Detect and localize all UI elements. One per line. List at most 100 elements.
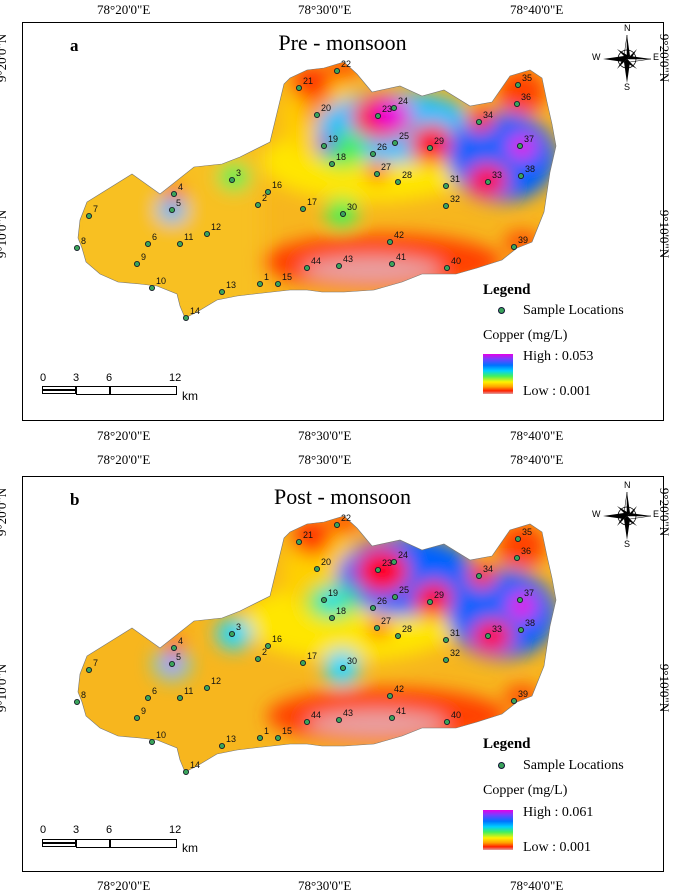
sample-site-marker: [74, 698, 81, 705]
compass-s: S: [624, 82, 631, 92]
map-canvas: 1234567891011121314151617181920212223242…: [74, 513, 557, 775]
legend-high: High : 0.053: [523, 349, 594, 364]
sample-site-label: 7: [93, 658, 98, 668]
coord-top-2: 78°30'0"E: [298, 452, 352, 467]
sample-site-marker: [442, 182, 449, 189]
sample-site-marker: [513, 555, 520, 562]
panel-post-monsoon: 78°20'0"E 78°30'0"E 78°40'0"E: [0, 448, 685, 896]
sample-site-marker: [218, 742, 225, 749]
sample-site-marker: [443, 264, 450, 271]
sample-site-label: 35: [522, 73, 532, 83]
sample-site-marker: [335, 262, 342, 269]
sample-site-label: 26: [377, 596, 387, 606]
coord-top-1: 78°20'0"E: [97, 2, 151, 17]
sample-site-label: 33: [492, 170, 502, 180]
compass-n: N: [624, 480, 631, 490]
sample-site-label: 10: [156, 276, 166, 286]
sample-site-marker: [484, 178, 491, 185]
sample-site-label: 22: [341, 59, 351, 69]
coord-right-2: 9°10'0"N: [657, 663, 673, 713]
sample-site-marker: [145, 240, 152, 247]
sample-site-marker: [176, 694, 183, 701]
sample-site-label: 15: [282, 272, 292, 282]
sample-site-marker: [388, 714, 395, 721]
sample-site-label: 29: [434, 136, 444, 146]
scale-tick-0: 0: [40, 824, 47, 836]
sample-site-marker: [514, 82, 521, 89]
sample-site-marker: [394, 632, 401, 639]
sample-site-marker: [328, 614, 335, 621]
sample-site-label: 5: [176, 198, 181, 208]
sample-site-marker: [182, 314, 189, 321]
legend-variable: Copper (mg/L): [483, 783, 568, 798]
sample-site-marker: [203, 684, 210, 691]
sample-site-label: 1: [264, 272, 269, 282]
sample-location-icon: [498, 307, 505, 314]
sample-site-label: 13: [226, 734, 236, 744]
sample-site-label: 25: [399, 131, 409, 141]
sample-site-marker: [386, 238, 393, 245]
sample-site-label: 40: [451, 710, 461, 720]
compass-n: N: [624, 23, 631, 33]
scale-tick-12: 12: [169, 824, 182, 836]
scale-tick-3: 3: [73, 372, 80, 384]
map-title: Post - monsoon: [274, 484, 411, 509]
sample-site-label: 9: [141, 706, 146, 716]
sample-site-marker: [333, 522, 340, 529]
sample-site-label: 23: [382, 558, 392, 568]
sample-site-marker: [256, 280, 263, 287]
sample-site-marker: [390, 559, 397, 566]
sample-site-marker: [391, 594, 398, 601]
sample-site-marker: [254, 201, 261, 208]
sample-site-marker: [256, 734, 263, 741]
sample-site-marker: [299, 205, 306, 212]
sample-site-label: 42: [394, 684, 404, 694]
sample-site-marker: [475, 573, 482, 580]
sample-site-label: 31: [450, 174, 460, 184]
sample-site-label: 26: [377, 142, 387, 152]
sample-site-marker: [168, 660, 175, 667]
sample-site-marker: [320, 143, 327, 150]
sample-site-marker: [339, 664, 346, 671]
panel-letter: a: [70, 36, 79, 55]
sample-site-label: 7: [93, 204, 98, 214]
sample-site-marker: [369, 150, 376, 157]
sample-site-marker: [149, 738, 156, 745]
sample-site-label: 43: [343, 708, 353, 718]
sample-site-marker: [369, 604, 376, 611]
sample-site-marker: [513, 101, 520, 108]
sample-site-label: 31: [450, 628, 460, 638]
scale-unit: km: [182, 841, 198, 855]
color-ramp: [483, 810, 513, 850]
scale-bar: [42, 386, 177, 396]
sample-site-label: 30: [347, 202, 357, 212]
sample-site-marker: [442, 656, 449, 663]
sample-site-label: 33: [492, 624, 502, 634]
sample-site-marker: [328, 160, 335, 167]
sample-location-icon: [498, 762, 505, 769]
sample-site-marker: [313, 112, 320, 119]
north-arrow-icon: N S E W: [592, 480, 659, 549]
coord-right-2: 9°10'0"N: [657, 209, 673, 259]
sample-site-marker: [514, 536, 521, 543]
scale-unit: km: [182, 389, 198, 403]
coord-right-1: 9°20'0"N: [657, 33, 673, 83]
sample-site-label: 36: [521, 546, 531, 556]
sample-site-label: 39: [518, 235, 528, 245]
sample-site-label: 19: [328, 134, 338, 144]
sample-site-label: 27: [381, 616, 391, 626]
sample-site-marker: [228, 630, 235, 637]
sample-site-label: 20: [321, 557, 331, 567]
sample-site-marker: [170, 190, 177, 197]
sample-site-marker: [295, 539, 302, 546]
sample-site-marker: [394, 178, 401, 185]
sample-site-label: 21: [303, 76, 313, 86]
legend-variable: Copper (mg/L): [483, 328, 568, 343]
sample-site-marker: [86, 212, 93, 219]
sample-site-marker: [374, 113, 381, 120]
sample-site-marker: [320, 597, 327, 604]
compass-e: E: [653, 509, 660, 519]
sample-site-marker: [145, 694, 152, 701]
sample-site-label: 18: [336, 606, 346, 616]
sample-site-label: 8: [81, 236, 86, 246]
